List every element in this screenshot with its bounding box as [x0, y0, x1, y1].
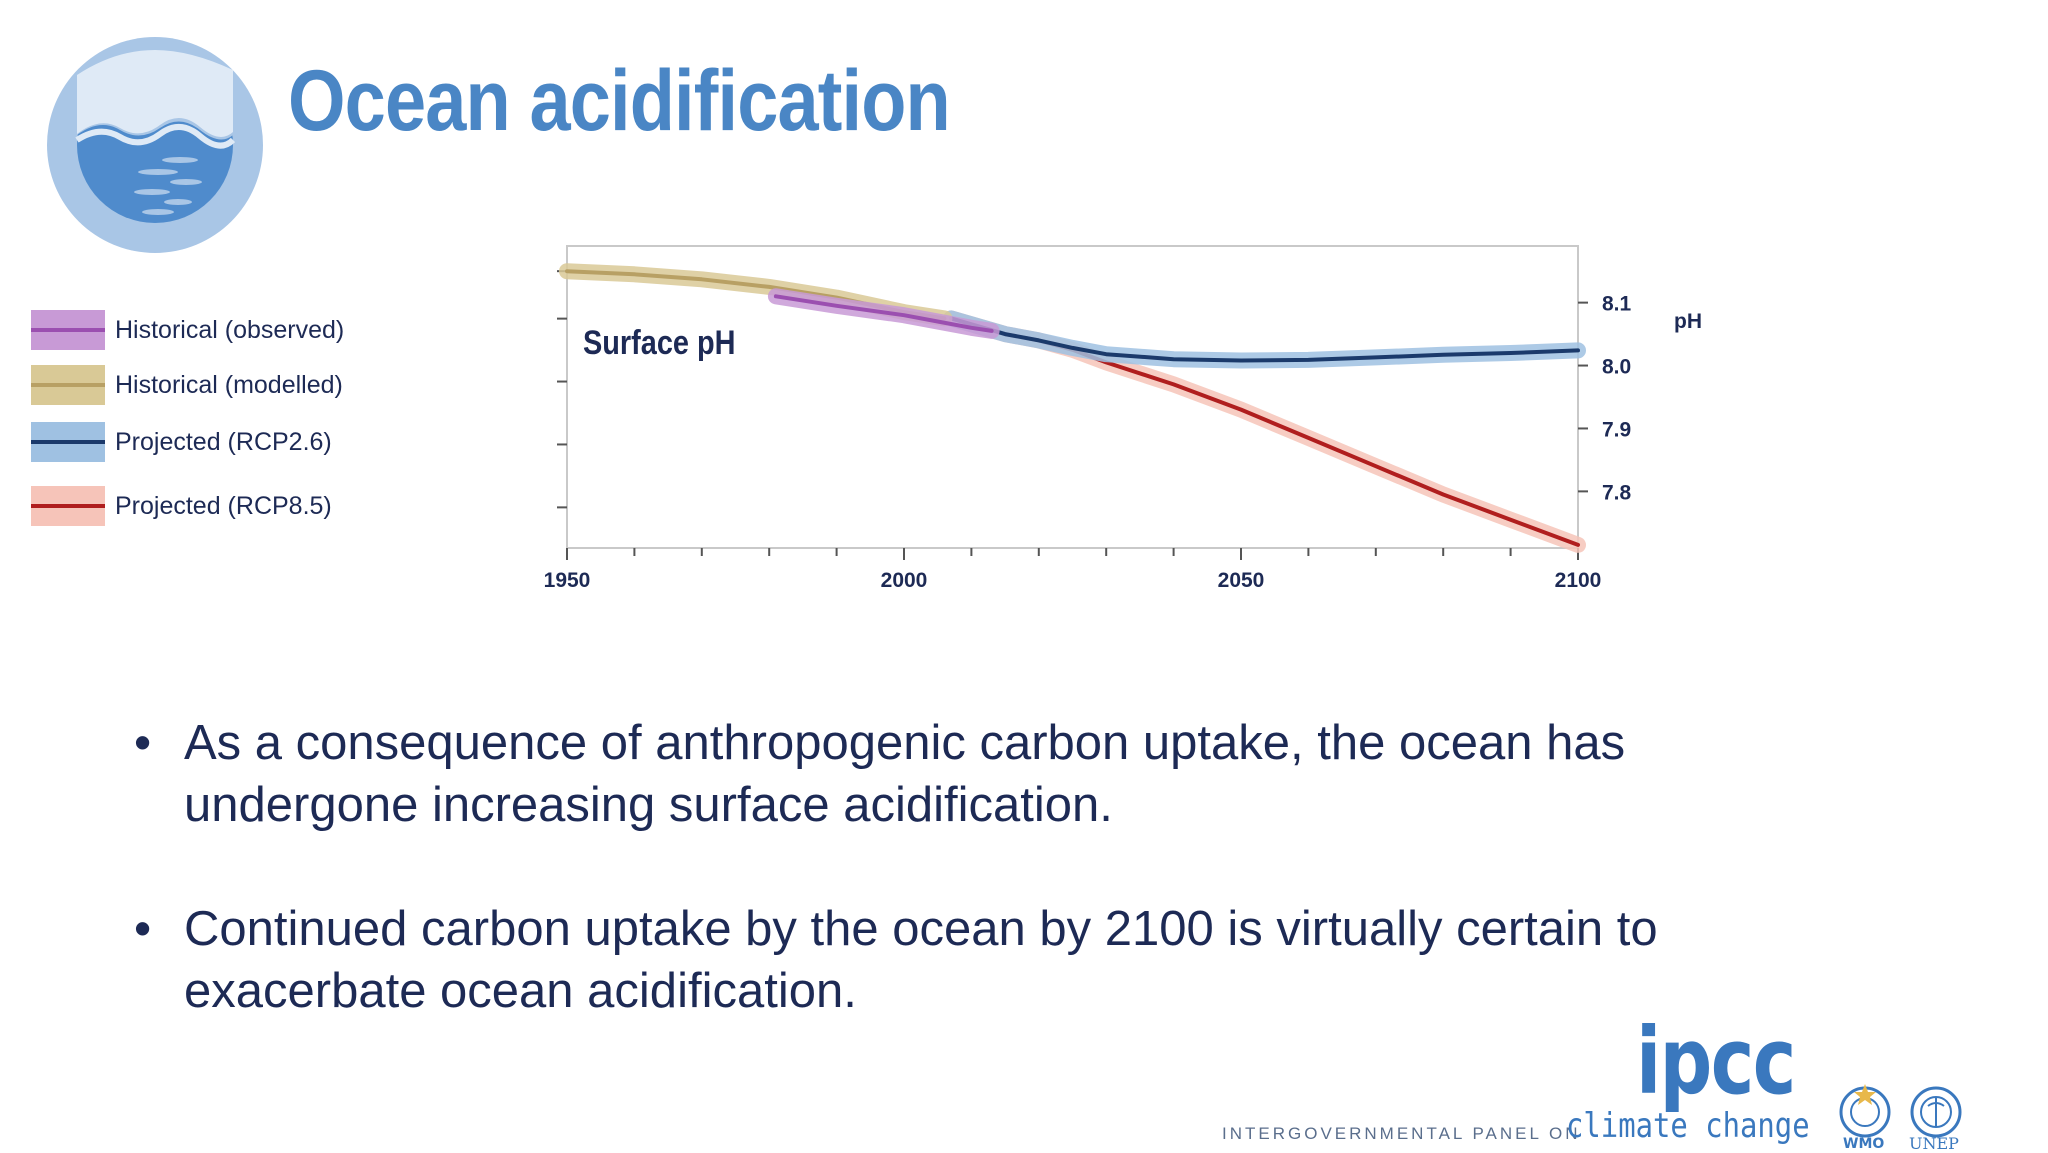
bullet-list: • As a consequence of anthropogenic carb… — [134, 712, 1834, 1084]
legend-label: Historical (observed) — [115, 316, 344, 344]
unep-label: UNEP — [1909, 1134, 1959, 1153]
bullet-item: • Continued carbon uptake by the ocean b… — [134, 898, 1834, 1022]
chart-title: Surface pH — [583, 323, 736, 362]
ipcc-logo: ipcc — [1636, 1008, 1796, 1115]
legend-label: Projected (RCP2.6) — [115, 428, 332, 456]
unep-emblem-icon — [1910, 1086, 1962, 1138]
wmo-label: WMO — [1843, 1136, 1885, 1152]
wmo-emblem-icon — [1839, 1084, 1891, 1138]
legend-label: Historical (modelled) — [115, 371, 343, 399]
x-tick-label: 1950 — [544, 569, 591, 592]
footer-org-suffix: climate change — [1566, 1106, 1810, 1146]
y-tick-label: 8.1 — [1602, 293, 1632, 316]
slide-title: Ocean acidification — [288, 53, 951, 149]
footer-org-prefix: INTERGOVERNMENTAL PANEL ON — [1222, 1124, 1581, 1143]
bullet-text: As a consequence of anthropogenic carbon… — [184, 716, 1626, 832]
y-tick-label: 8.0 — [1602, 356, 1631, 379]
bullet-item: • As a consequence of anthropogenic carb… — [134, 712, 1834, 836]
y-tick-label: 7.8 — [1602, 481, 1632, 504]
x-tick-label: 2050 — [1218, 569, 1265, 592]
y-tick-label: 7.9 — [1602, 418, 1631, 441]
bullet-text: Continued carbon uptake by the ocean by … — [184, 902, 1658, 1018]
bullet-dot: • — [134, 902, 152, 956]
bullet-dot: • — [134, 716, 152, 770]
ocean-logo-icon — [47, 37, 263, 253]
y-axis-label: pH — [1674, 310, 1702, 333]
plot-frame — [566, 245, 1579, 549]
surface-ph-chart: 8.1 8.0 7.9 7.8 1950 2000 2050 2100 pH Surface pH… — [31, 245, 1702, 592]
series-line-3 — [949, 316, 1580, 363]
x-tick-label: 2000 — [881, 569, 928, 592]
x-tick-label: 2100 — [1555, 569, 1602, 592]
legend-label: Projected (RCP8.5) — [115, 492, 332, 520]
series-line-1 — [773, 294, 994, 333]
